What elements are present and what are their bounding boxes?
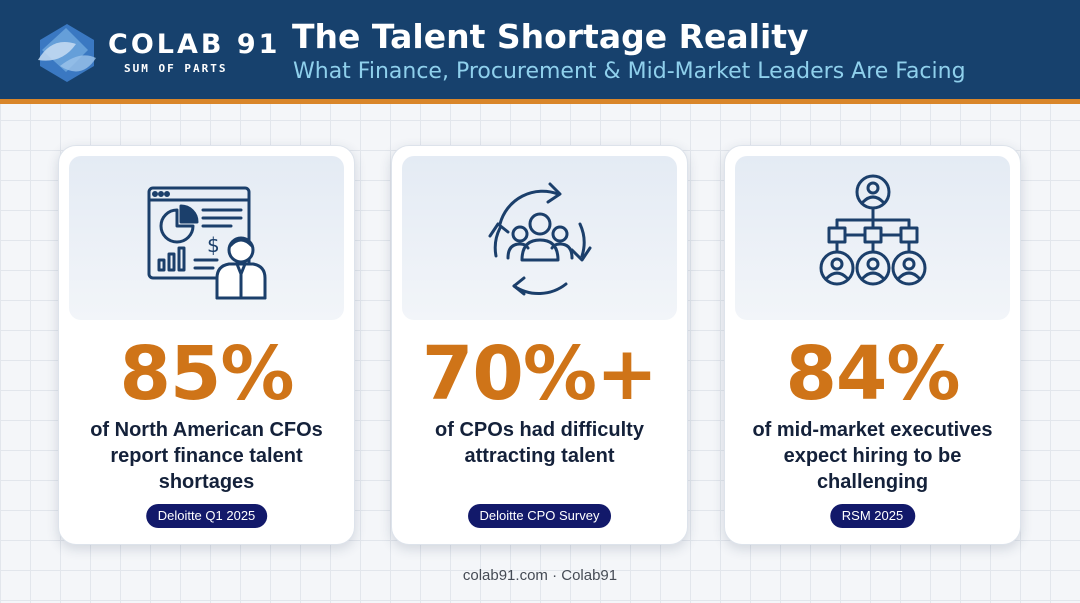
card-icon-panel (402, 156, 677, 320)
source-badge: RSM 2025 (829, 504, 916, 528)
source-badge: Deloitte CPO Survey (467, 504, 612, 528)
card-icon-panel (735, 156, 1010, 320)
brand-name: COLAB 91 (108, 29, 281, 60)
stat-card-mid-market: 84% of mid-market executives expect hiri… (724, 145, 1021, 545)
header-banner: COLAB 91 SUM OF PARTS The Talent Shortag… (0, 0, 1080, 104)
stat-description: of mid-market executives expect hiring t… (752, 419, 993, 493)
footer-credit: colab91.com · Colab91 (462, 567, 618, 584)
stat-description: of CPOs had difficulty attracting talent (435, 419, 644, 467)
stat-value: 85% (119, 331, 294, 417)
org-chart-icon (819, 174, 926, 286)
page-title: The Talent Shortage Reality (292, 17, 809, 56)
talent-cycle-icon (488, 182, 591, 296)
page-subtitle: What Finance, Procurement & Mid-Market L… (293, 59, 966, 84)
card-icon-panel: $ (69, 156, 344, 320)
stat-card-cfo: $ 85% of North American CFOs report fina… (58, 145, 355, 545)
source-badge: Deloitte Q1 2025 (145, 504, 268, 528)
stat-description: of North American CFOs report finance ta… (90, 419, 323, 493)
brand-tagline: SUM OF PARTS (124, 62, 228, 75)
stat-value: 84% (785, 331, 960, 417)
colab91-logo-icon (38, 24, 96, 82)
stat-card-cpo: 70%+ of CPOs had difficulty attracting t… (391, 145, 688, 545)
stat-value: 70%+ (421, 331, 658, 417)
financial-report-icon: $ (147, 186, 266, 300)
svg-text:$: $ (207, 233, 220, 257)
